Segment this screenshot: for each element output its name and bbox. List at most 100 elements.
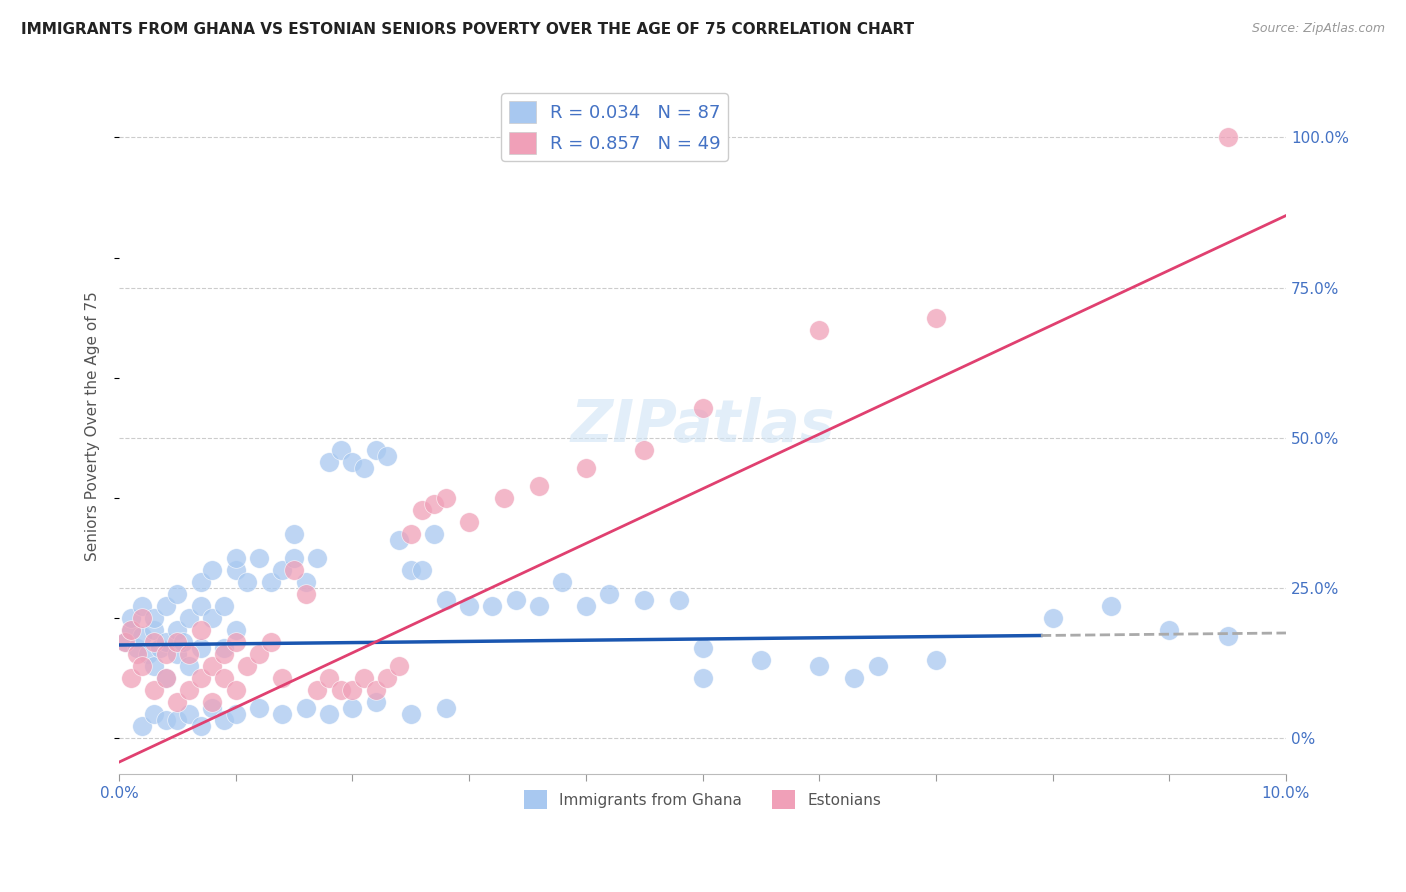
Point: [318, 455, 340, 469]
Point: [190, 599, 212, 613]
Point: [201, 695, 224, 709]
Point: [633, 442, 655, 457]
Point: [260, 574, 283, 589]
Point: [131, 659, 153, 673]
Point: [458, 515, 481, 529]
Point: [172, 635, 194, 649]
Point: [749, 653, 772, 667]
Point: [271, 563, 294, 577]
Point: [212, 671, 235, 685]
Point: [143, 659, 166, 673]
Point: [353, 460, 375, 475]
Point: [1099, 599, 1122, 613]
Point: [247, 701, 270, 715]
Text: IMMIGRANTS FROM GHANA VS ESTONIAN SENIORS POVERTY OVER THE AGE OF 75 CORRELATION: IMMIGRANTS FROM GHANA VS ESTONIAN SENIOR…: [21, 22, 914, 37]
Point: [225, 563, 247, 577]
Point: [1216, 629, 1239, 643]
Point: [307, 550, 329, 565]
Point: [125, 640, 148, 655]
Point: [136, 647, 159, 661]
Point: [166, 695, 188, 709]
Point: [377, 671, 399, 685]
Point: [271, 671, 294, 685]
Point: [166, 635, 188, 649]
Point: [364, 695, 387, 709]
Point: [377, 449, 399, 463]
Point: [294, 574, 316, 589]
Point: [225, 550, 247, 565]
Point: [190, 719, 212, 733]
Point: [633, 593, 655, 607]
Point: [190, 623, 212, 637]
Point: [329, 683, 352, 698]
Point: [166, 713, 188, 727]
Point: [342, 701, 364, 715]
Text: ZIPatlas: ZIPatlas: [571, 397, 835, 454]
Point: [294, 701, 316, 715]
Point: [494, 491, 516, 505]
Point: [353, 671, 375, 685]
Point: [143, 683, 166, 698]
Point: [1042, 611, 1064, 625]
Point: [131, 629, 153, 643]
Point: [177, 683, 200, 698]
Point: [190, 640, 212, 655]
Point: [458, 599, 481, 613]
Point: [120, 671, 142, 685]
Point: [166, 623, 188, 637]
Point: [388, 533, 411, 547]
Point: [527, 599, 550, 613]
Point: [808, 659, 831, 673]
Point: [212, 713, 235, 727]
Point: [399, 527, 422, 541]
Point: [131, 611, 153, 625]
Point: [668, 593, 690, 607]
Point: [201, 659, 224, 673]
Point: [283, 527, 305, 541]
Point: [1159, 623, 1181, 637]
Point: [271, 707, 294, 722]
Point: [143, 611, 166, 625]
Point: [1216, 130, 1239, 145]
Point: [411, 563, 433, 577]
Point: [423, 527, 446, 541]
Point: [692, 640, 714, 655]
Point: [143, 635, 166, 649]
Point: [434, 491, 457, 505]
Point: [598, 587, 620, 601]
Point: [155, 713, 177, 727]
Point: [925, 310, 948, 325]
Y-axis label: Seniors Poverty Over the Age of 75: Seniors Poverty Over the Age of 75: [86, 291, 100, 561]
Point: [125, 647, 148, 661]
Point: [155, 647, 177, 661]
Point: [844, 671, 866, 685]
Point: [283, 563, 305, 577]
Point: [575, 460, 598, 475]
Legend: Immigrants from Ghana, Estonians: Immigrants from Ghana, Estonians: [517, 784, 887, 815]
Point: [225, 683, 247, 698]
Point: [434, 701, 457, 715]
Point: [411, 503, 433, 517]
Point: [190, 574, 212, 589]
Point: [364, 442, 387, 457]
Point: [342, 455, 364, 469]
Point: [201, 563, 224, 577]
Point: [225, 635, 247, 649]
Point: [329, 442, 352, 457]
Point: [190, 671, 212, 685]
Point: [260, 635, 283, 649]
Point: [166, 647, 188, 661]
Point: [307, 683, 329, 698]
Point: [177, 707, 200, 722]
Point: [399, 707, 422, 722]
Point: [866, 659, 889, 673]
Point: [399, 563, 422, 577]
Point: [120, 611, 142, 625]
Point: [551, 574, 574, 589]
Point: [318, 671, 340, 685]
Point: [155, 671, 177, 685]
Point: [236, 574, 259, 589]
Point: [808, 323, 831, 337]
Point: [166, 587, 188, 601]
Point: [212, 640, 235, 655]
